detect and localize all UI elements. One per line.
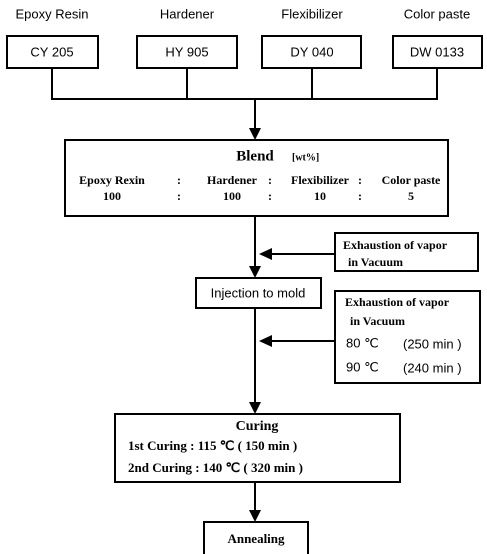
condition-time: (240 min ) (403, 360, 462, 375)
input-label: Color paste (404, 6, 470, 21)
component-ratio: 5 (408, 189, 414, 203)
component-name: Flexibilizer (291, 173, 350, 187)
input-label: Epoxy Resin (16, 6, 89, 21)
input-box (136, 35, 238, 69)
injection-box (195, 277, 322, 309)
connectors (51, 68, 438, 522)
exhaustion-box (334, 290, 481, 384)
separator: : (268, 173, 272, 187)
component-ratio: 100 (103, 189, 121, 203)
exhaustion-box (334, 232, 479, 272)
component-name: Color paste (382, 173, 441, 187)
exhaustion-text: Exhaustion of vapor (345, 295, 450, 309)
blend-title: Blend (236, 148, 274, 164)
exhaustion-text: Exhaustion of vapor (343, 238, 448, 252)
component-ratio: 10 (314, 189, 326, 203)
input-label: Hardener (160, 6, 215, 21)
input-box (392, 35, 483, 69)
component-name: Epoxy Rexin (79, 173, 145, 187)
exhaustion-text: in Vacuum (348, 255, 403, 269)
component-name: Hardener (207, 173, 258, 187)
input-box (6, 35, 99, 69)
separator: : (268, 189, 272, 203)
injection-text: Injection to mold (211, 285, 306, 300)
separator: : (177, 189, 181, 203)
component-ratio: 100 (223, 189, 241, 203)
separator: : (177, 173, 181, 187)
input-box (261, 35, 362, 69)
annealing-box (203, 521, 309, 554)
input-label: Flexibilizer (281, 6, 343, 21)
condition-time: (250 min ) (403, 336, 462, 351)
separator: : (358, 173, 362, 187)
input-code: DY 040 (290, 44, 333, 59)
condition-temp: 80 ℃ (346, 335, 379, 350)
condition-temp: 90 ℃ (346, 359, 379, 374)
curing-box (114, 413, 401, 483)
curing-title: Curing (236, 419, 279, 434)
separator: : (358, 189, 362, 203)
blend-unit: [wt%] (292, 152, 319, 163)
input-code: HY 905 (165, 44, 208, 59)
annealing-text: Annealing (227, 531, 285, 546)
blend-table: Epoxy Rexin 100 Hardener 100 Flexibilizer 10 C… (79, 173, 441, 203)
input-code: DW 0133 (410, 44, 464, 59)
blend-box (64, 139, 449, 217)
exhaustion-text: in Vacuum (350, 314, 405, 328)
curing-step: 1st Curing : 115 ℃ ( 150 min ) (128, 438, 297, 453)
curing-step: 2nd Curing : 140 ℃ ( 320 min ) (128, 460, 303, 475)
input-code: CY 205 (30, 44, 73, 59)
